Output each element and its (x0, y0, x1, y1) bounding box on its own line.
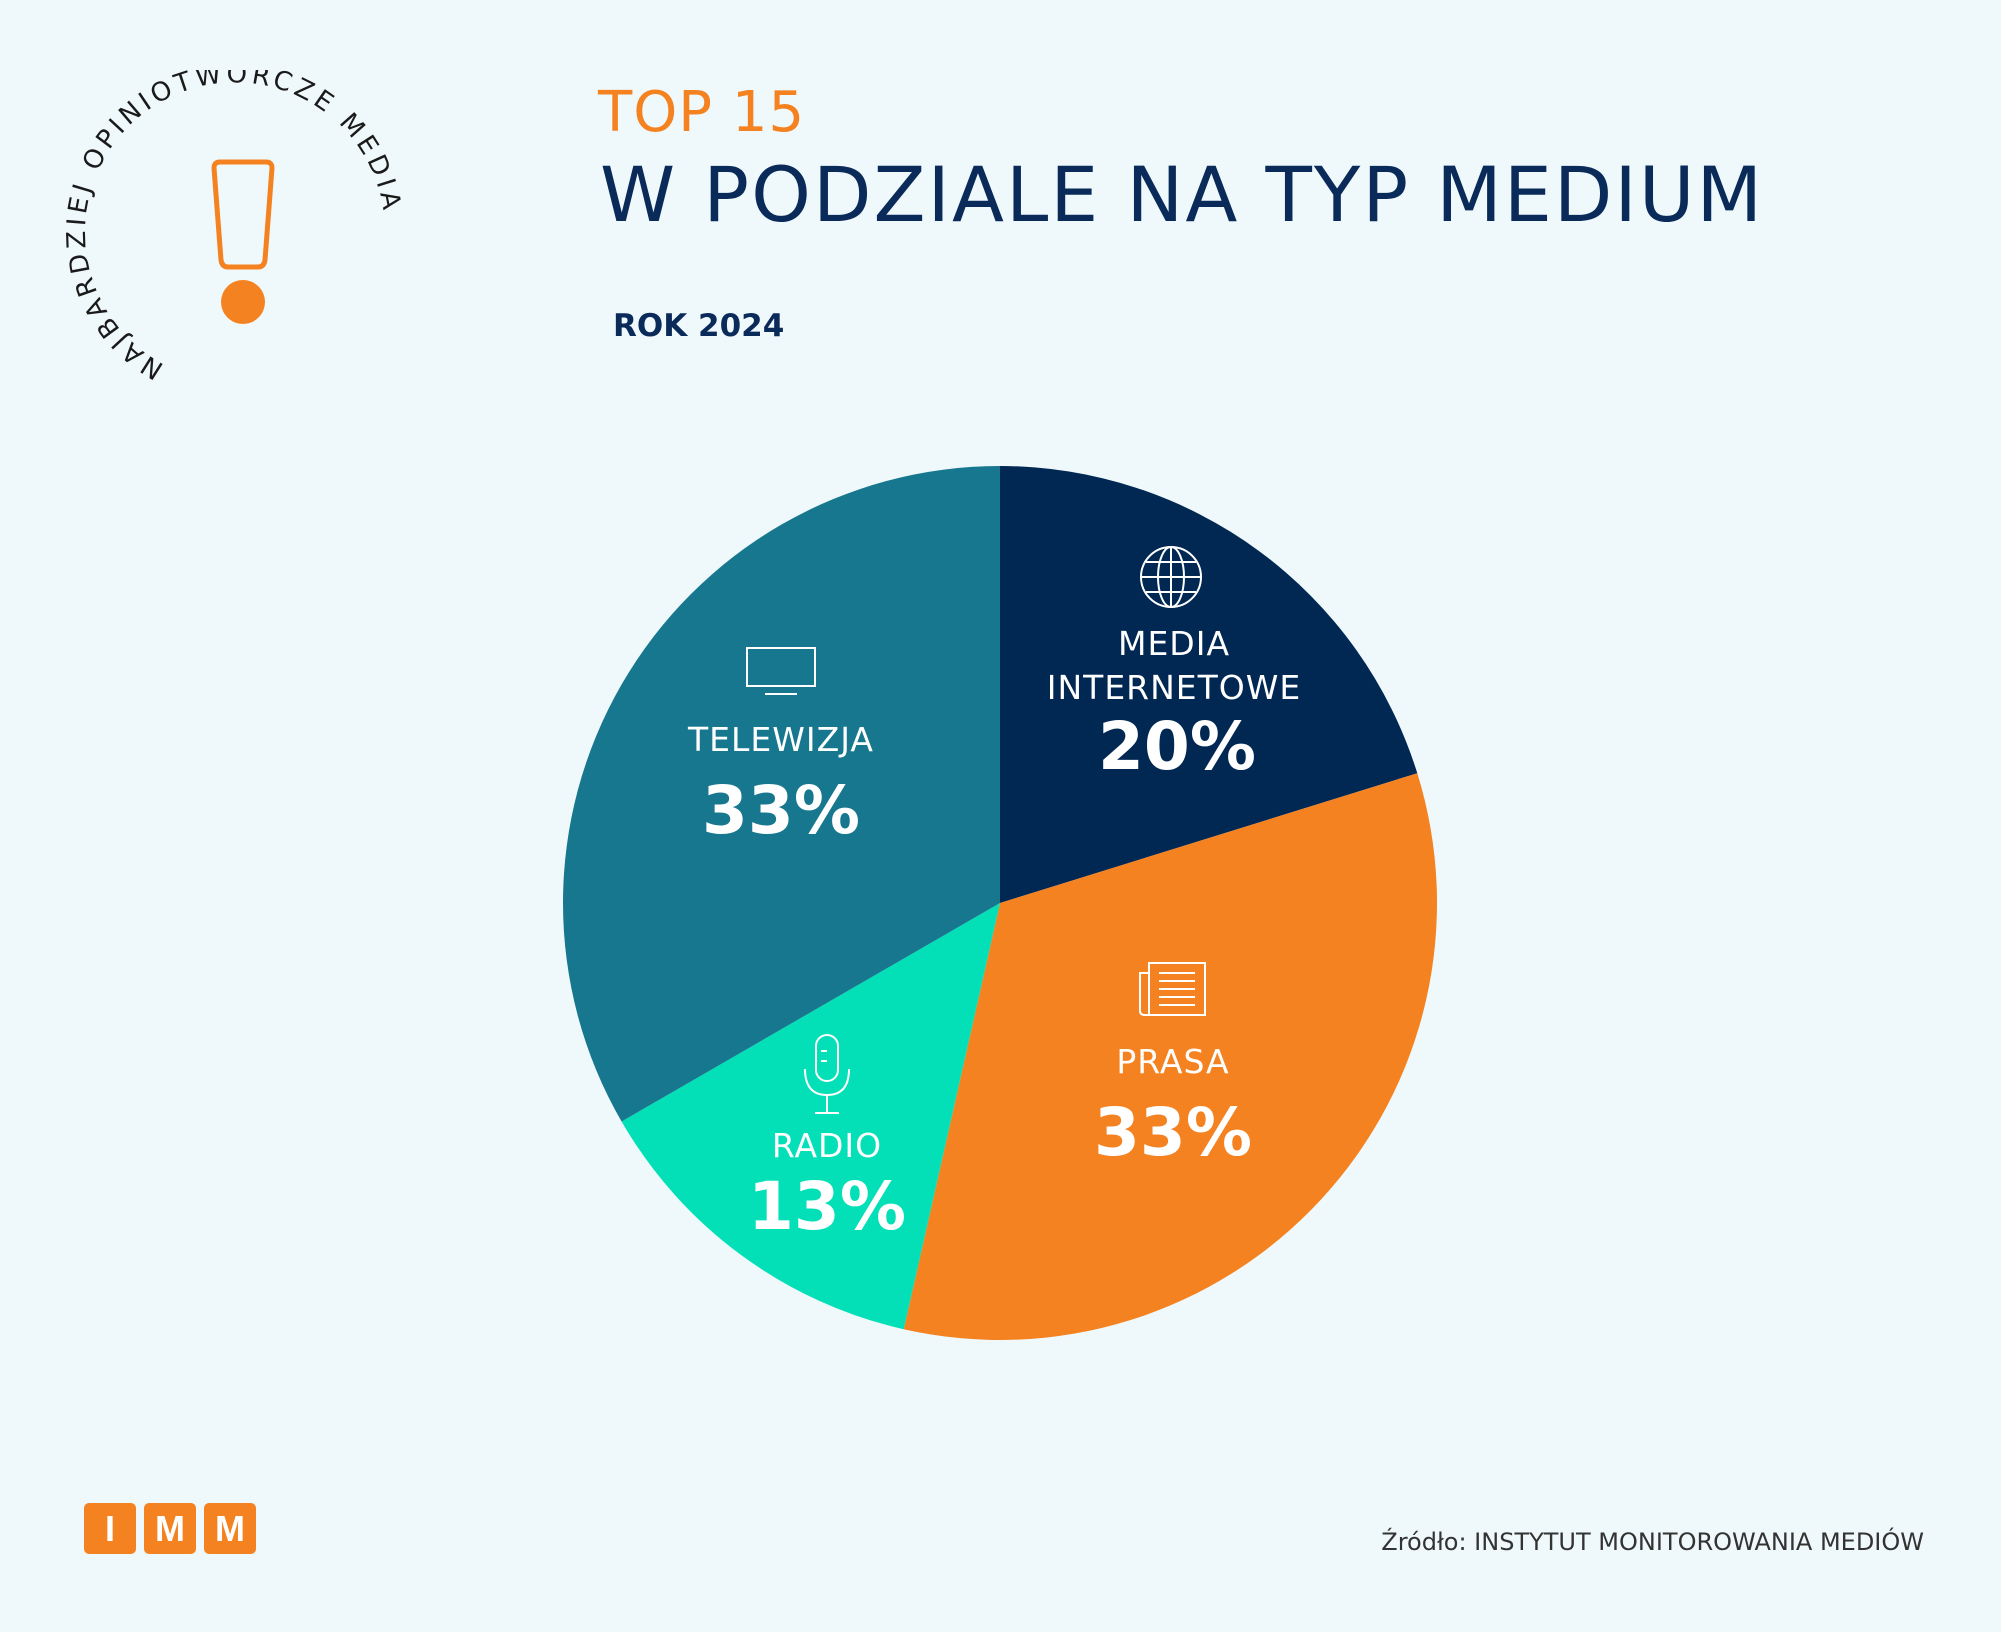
label-internet-line1: MEDIA (1117, 624, 1231, 663)
pie-slice-radio (621, 903, 1000, 1330)
microphone-icon (804, 1034, 850, 1114)
logo-letter: I (84, 1503, 136, 1554)
top-label: TOP 15 (598, 80, 806, 145)
label-prasa: PRASA (1116, 1042, 1230, 1081)
label-radio: RADIO (771, 1126, 883, 1165)
badge-logo: NAJBARDZIEJ OPINIOTWÓRCZE MEDIA (62, 70, 403, 385)
logo-letter: M (144, 1503, 196, 1554)
page-title: W PODZIALE NA TYP MEDIUM (600, 150, 1765, 239)
pie-slice-telewizja (562, 466, 1000, 1122)
year-label: ROK 2024 (613, 308, 785, 344)
logo-letter: M (204, 1503, 256, 1554)
source-note: Źródło: INSTYTUT MONITOROWANIA MEDIÓW (1381, 1528, 1924, 1556)
imm-logo: I M M (84, 1503, 256, 1554)
pie-slice-prasa (903, 773, 1437, 1340)
pct-tv: 33% (702, 772, 860, 849)
pct-prasa: 33% (1094, 1094, 1252, 1171)
exclamation-icon (211, 159, 275, 324)
tv-icon (746, 647, 816, 695)
globe-icon (1140, 546, 1202, 608)
newspaper-icon (1139, 962, 1206, 1016)
pct-radio: 13% (748, 1168, 906, 1245)
pie-slice-media-internetowe (1000, 466, 1418, 903)
label-internet-line2: INTERNETOWE (1046, 668, 1302, 707)
pct-internet: 20% (1098, 708, 1256, 785)
label-tv: TELEWIZJA (688, 720, 874, 759)
